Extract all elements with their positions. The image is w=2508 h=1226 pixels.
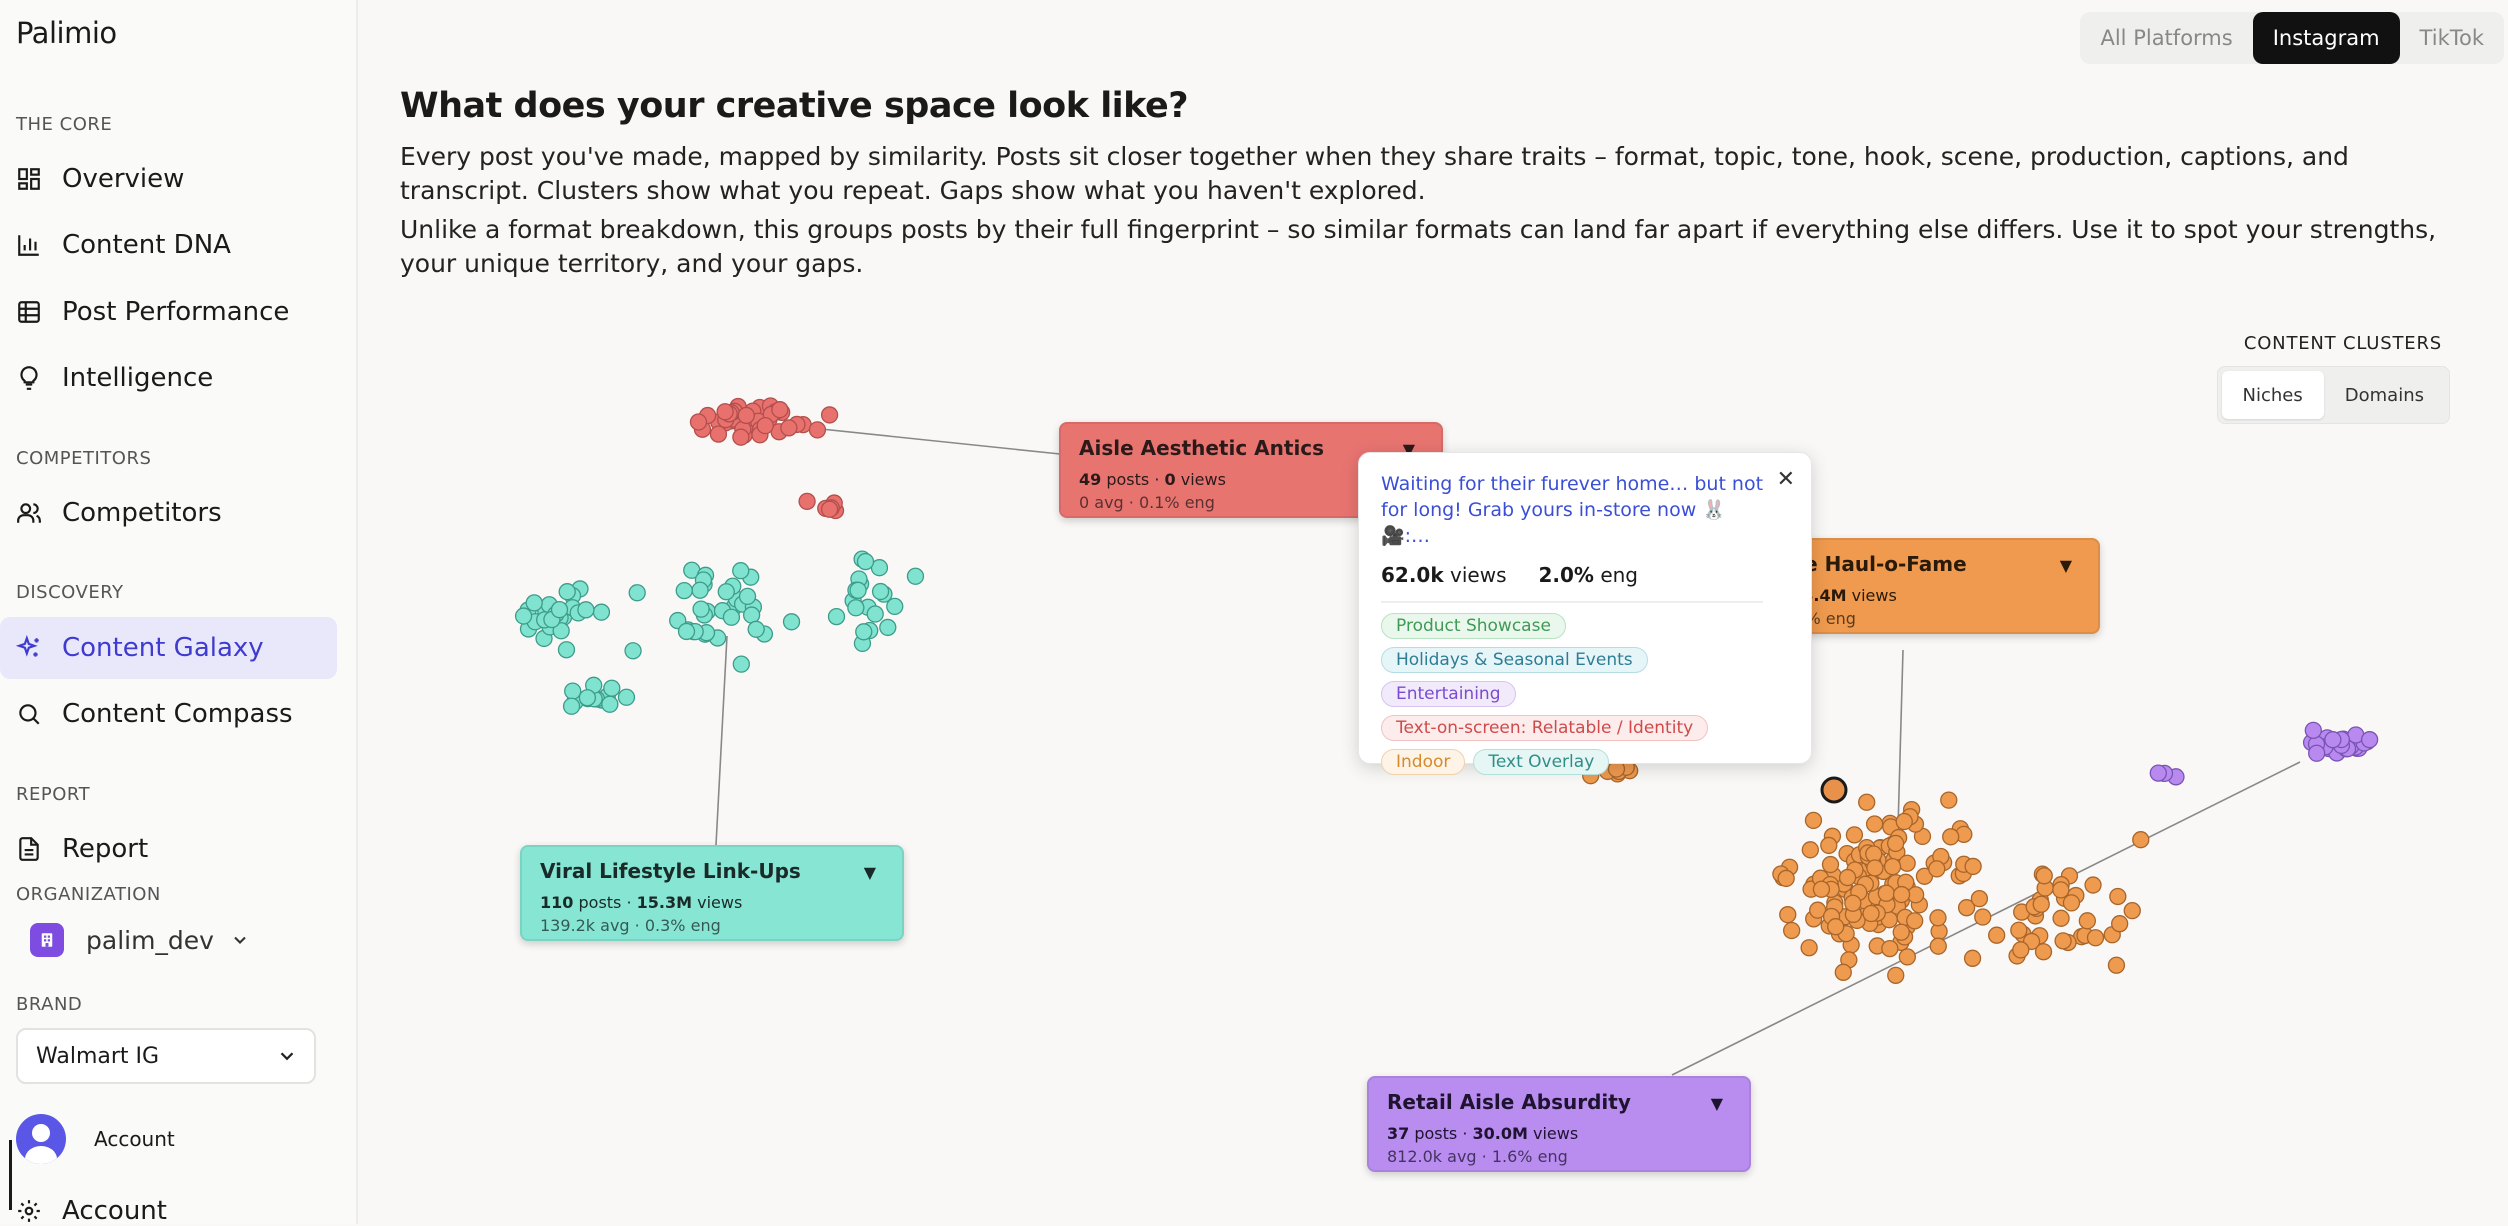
platform-tiktok-button[interactable]: TikTok — [2419, 26, 2484, 50]
niches-button[interactable]: Niches — [2221, 371, 2324, 419]
post-detail-popup: Waiting for their furever home… but not … — [1358, 452, 1812, 775]
sidebar-item-label: Content Compass — [62, 699, 293, 729]
sidebar-item-label: Content Galaxy — [62, 633, 264, 663]
account-menu[interactable]: Account — [16, 1114, 175, 1164]
sidebar-item-content-dna[interactable]: Content DNA — [0, 214, 337, 276]
section-label-discovery: DISCOVERY — [16, 582, 124, 603]
sidebar-item-post-performance[interactable]: Post Performance — [0, 281, 337, 343]
cluster-label-aisle-aesthetic-antics[interactable]: Aisle Aesthetic Antics ▼ 49 posts · 0 vi… — [1059, 422, 1443, 518]
page-description-2: Unlike a format breakdown, this groups p… — [400, 215, 2437, 278]
sidebar-item-report[interactable]: Report — [0, 818, 337, 880]
table-icon — [18, 301, 40, 323]
sidebar-item-label: Overview — [62, 164, 185, 194]
eng-label: eng — [1600, 563, 1639, 587]
cluster-stats: 110 posts · 15.3M views — [540, 893, 743, 912]
lightbulb-icon — [20, 366, 38, 390]
divider — [1381, 601, 1763, 603]
page-description-1: Every post you've made, mapped by simila… — [400, 142, 2349, 205]
sidebar-item-label: Post Performance — [62, 297, 290, 327]
page-title: What does your creative space look like? — [400, 86, 1189, 126]
post-tag: Indoor — [1381, 749, 1466, 775]
post-tag: Text-on-screen: Relatable / Identity — [1381, 715, 1709, 741]
avatar — [16, 1114, 66, 1164]
section-label-core: THE CORE — [16, 114, 113, 135]
caret-down-icon[interactable]: ▼ — [863, 863, 876, 882]
sidebar-item-account[interactable]: Account — [16, 1196, 167, 1226]
cluster-name: Retail Aisle Absurdity — [1387, 1090, 1631, 1114]
sidebar-item-label: Account — [62, 1196, 167, 1226]
post-tag: Product Showcase — [1381, 613, 1566, 639]
sidebar: Palimio THE CORE Overview Content DNA Po… — [0, 0, 358, 1226]
post-tag: Text Overlay — [1473, 749, 1610, 775]
gear-icon — [18, 1200, 40, 1222]
organization-name: palim_dev — [86, 925, 214, 955]
cluster-stats: 37 posts · 30.0M views — [1387, 1124, 1579, 1143]
cluster-metrics: 139.2k avg · 0.3% eng — [540, 916, 721, 935]
brand-select-value: Walmart IG — [36, 1043, 160, 1069]
caret-down-icon[interactable]: ▼ — [2059, 556, 2072, 575]
cluster-metrics: 1.9% eng — [1780, 609, 1856, 628]
users-icon — [17, 503, 41, 523]
sidebar-item-label: Competitors — [62, 498, 222, 528]
sparkles-icon — [16, 635, 39, 657]
post-caption-link[interactable]: Waiting for their furever home… but not … — [1381, 473, 1764, 547]
section-label-organization: ORGANIZATION — [16, 884, 161, 905]
sidebar-item-overview[interactable]: Overview — [0, 148, 337, 210]
cluster-name: ure Haul-o-Fame — [1780, 552, 1967, 576]
sidebar-item-content-compass[interactable]: Content Compass — [0, 683, 337, 745]
post-tag: Entertaining — [1381, 681, 1516, 707]
sidebar-item-label: Report — [62, 834, 149, 864]
account-label: Account — [94, 1127, 175, 1151]
platform-instagram-button[interactable]: Instagram — [2252, 12, 2400, 64]
post-views-value: 62.0k — [1381, 563, 1444, 587]
app-logo[interactable]: Palimio — [16, 16, 117, 50]
document-icon — [19, 837, 39, 861]
cluster-label-retail-aisle-absurdity[interactable]: Retail Aisle Absurdity ▼ 37 posts · 30.0… — [1367, 1076, 1751, 1172]
post-tags: Product Showcase Holidays & Seasonal Even… — [1381, 613, 1781, 775]
chevron-down-icon — [280, 1052, 294, 1061]
bar-chart-icon — [18, 235, 39, 256]
section-label-report: REPORT — [16, 784, 91, 805]
post-eng-value: 2.0% — [1538, 563, 1594, 587]
main-content: All Platforms Instagram TikTok What does… — [360, 0, 2508, 1224]
content-clusters-title: CONTENT CLUSTERS — [2243, 333, 2442, 354]
views-label: views — [1450, 563, 1507, 587]
post-tag: Holidays & Seasonal Events — [1381, 647, 1648, 673]
brand-select[interactable]: Walmart IG — [16, 1028, 316, 1084]
divider — [9, 1140, 12, 1210]
platform-all-button[interactable]: All Platforms — [2100, 26, 2233, 50]
chevron-down-icon — [234, 936, 246, 944]
grid-icon — [18, 168, 40, 190]
search-icon — [19, 704, 40, 725]
sidebar-item-intelligence[interactable]: Intelligence — [0, 347, 337, 409]
cluster-name: Aisle Aesthetic Antics — [1079, 436, 1325, 460]
cluster-name: Viral Lifestyle Link-Ups — [540, 859, 801, 883]
cluster-label-viral-lifestyle-link-ups[interactable]: Viral Lifestyle Link-Ups ▼ 110 posts · 1… — [520, 845, 904, 941]
sidebar-item-label: Content DNA — [62, 230, 231, 260]
organization-switcher[interactable]: palim_dev — [30, 923, 250, 957]
sidebar-item-content-galaxy[interactable]: Content Galaxy — [0, 617, 337, 679]
sidebar-item-label: Intelligence — [62, 363, 214, 393]
sidebar-item-competitors[interactable]: Competitors — [0, 482, 337, 544]
close-icon[interactable]: ✕ — [1776, 467, 1795, 492]
building-icon — [30, 923, 64, 957]
section-label-brand: BRAND — [16, 994, 83, 1015]
cluster-mode-toggle: Niches Domains — [2216, 366, 2450, 424]
cluster-stats: 49 posts · 0 views — [1079, 470, 1226, 489]
platform-toggle: All Platforms Instagram TikTok — [2080, 12, 2504, 64]
section-label-competitors: COMPETITORS — [16, 448, 152, 469]
cluster-metrics: 812.0k avg · 1.6% eng — [1387, 1147, 1568, 1166]
domains-button[interactable]: Domains — [2344, 384, 2424, 406]
cluster-metrics: 0 avg · 0.1% eng — [1079, 493, 1215, 512]
post-stats: 62.0k views 2.0% eng — [1381, 563, 1789, 587]
cluster-stats: 318.4M views — [1780, 586, 1897, 605]
caret-down-icon[interactable]: ▼ — [1710, 1094, 1723, 1113]
